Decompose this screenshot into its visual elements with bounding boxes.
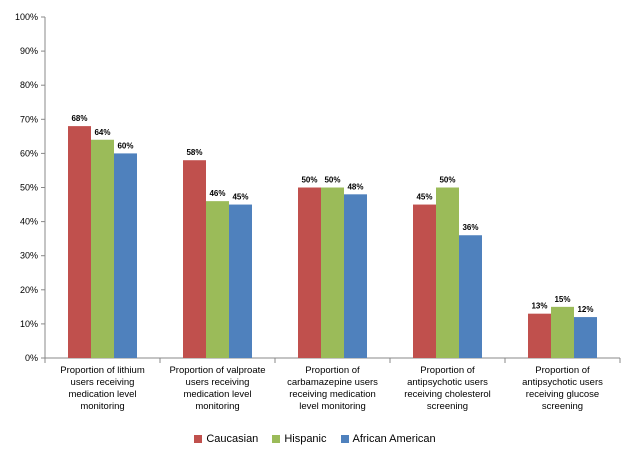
x-tick-label: Proportion of antipsychotic users receiv…	[522, 365, 603, 412]
bar	[574, 317, 597, 358]
x-tick-label: Proportion of antipsychotic users receiv…	[404, 365, 491, 412]
legend: Caucasian Hispanic African American	[0, 433, 630, 445]
y-tick-label: 20%	[20, 285, 38, 295]
bar	[321, 187, 344, 358]
value-label: 50%	[439, 176, 455, 185]
x-tick-label: Proportion of lithium users receiving me…	[60, 365, 145, 412]
value-label: 13%	[531, 302, 547, 311]
x-tick-label: Proportion of carbamazepine users receiv…	[287, 365, 378, 412]
bar	[413, 204, 436, 358]
y-tick-label: 0%	[25, 353, 38, 363]
legend-swatch	[194, 435, 203, 443]
y-tick-label: 100%	[15, 12, 38, 22]
value-label: 50%	[301, 176, 317, 185]
y-tick-label: 70%	[20, 114, 38, 124]
value-label: 45%	[416, 193, 432, 202]
y-tick-label: 80%	[20, 80, 38, 90]
bar	[206, 201, 229, 358]
y-tick-label: 30%	[20, 251, 38, 261]
legend-entry: Caucasian	[194, 433, 258, 445]
bar	[551, 306, 574, 358]
bar	[183, 160, 206, 358]
value-label: 50%	[324, 176, 340, 185]
value-label: 68%	[71, 114, 87, 123]
y-tick-label: 90%	[20, 46, 38, 56]
bar	[68, 126, 91, 359]
bar	[91, 139, 114, 358]
bar	[298, 187, 321, 358]
legend-entry: African American	[340, 433, 436, 445]
bar	[459, 235, 482, 358]
x-tick-label: Proportion of valproate users receiving …	[169, 365, 266, 412]
bar	[344, 194, 367, 358]
y-tick-label: 60%	[20, 148, 38, 158]
value-label: 12%	[577, 305, 593, 314]
value-label: 60%	[117, 141, 133, 150]
value-label: 46%	[209, 189, 225, 198]
value-label: 48%	[347, 182, 363, 191]
value-label: 58%	[186, 148, 202, 157]
legend-label: Hispanic	[284, 433, 327, 445]
legend-label: African American	[352, 433, 436, 445]
bar	[436, 187, 459, 358]
legend-entry: Hispanic	[272, 433, 327, 445]
value-label: 36%	[462, 223, 478, 232]
legend-swatch	[340, 435, 349, 443]
bar	[528, 313, 551, 358]
value-label: 15%	[554, 295, 570, 304]
bar	[114, 153, 137, 358]
y-tick-label: 40%	[20, 217, 38, 227]
bar	[229, 204, 252, 358]
y-tick-label: 10%	[20, 319, 38, 329]
value-label: 45%	[232, 193, 248, 202]
legend-label: Caucasian	[206, 433, 259, 445]
y-tick-label: 50%	[20, 183, 38, 193]
legend-swatch	[272, 435, 281, 443]
value-label: 64%	[94, 128, 110, 137]
